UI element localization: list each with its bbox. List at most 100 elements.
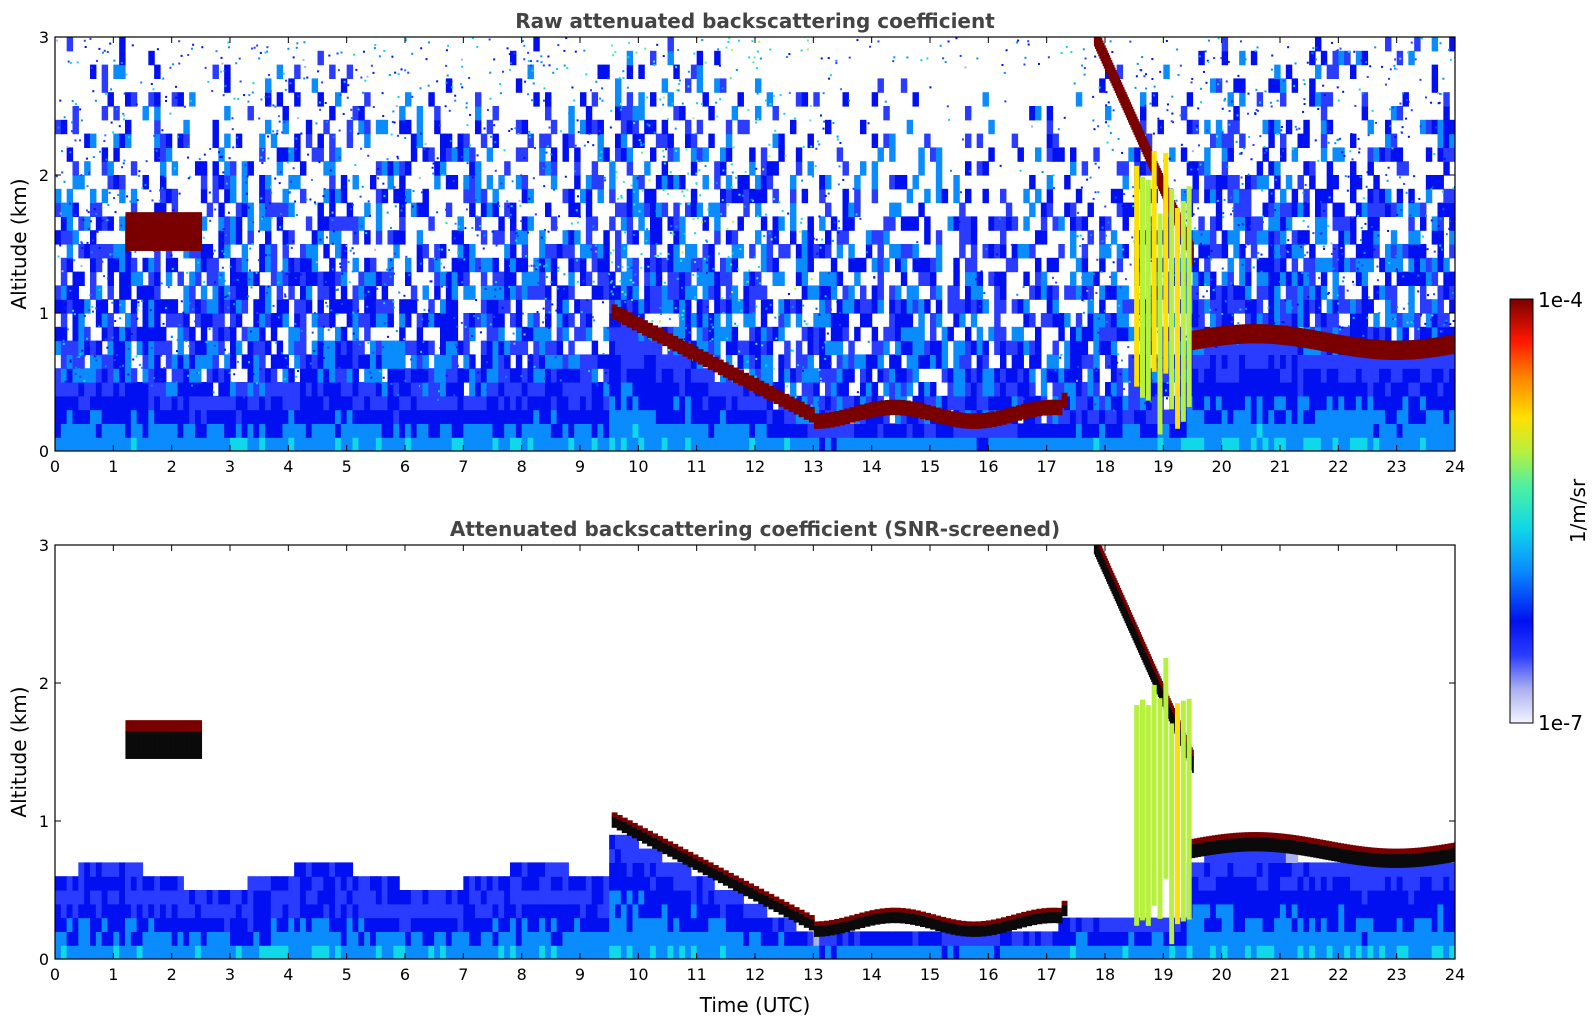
heat-cell — [515, 368, 523, 383]
heat-cell — [708, 340, 715, 355]
heat-cell — [387, 368, 394, 383]
heat-cell — [1373, 423, 1380, 438]
heat-cell — [206, 257, 214, 273]
heat-cell — [253, 299, 260, 314]
heat-cell — [125, 354, 132, 369]
heat-cell — [889, 423, 896, 438]
noise-speck — [376, 287, 379, 290]
heat-cell — [947, 326, 954, 342]
heat-cell — [539, 437, 546, 451]
heat-cell — [160, 340, 167, 355]
heat-cell — [755, 326, 762, 342]
heat-cell — [1344, 299, 1351, 314]
heat-cell — [568, 271, 575, 286]
heat-cell — [440, 340, 447, 355]
heat-cell — [725, 354, 733, 369]
noise-speck — [499, 287, 502, 290]
heat-cell — [1431, 37, 1439, 52]
noise-speck — [420, 191, 423, 194]
heat-cell — [434, 119, 441, 135]
heat-cell — [282, 354, 289, 369]
noise-speck — [1337, 311, 1340, 314]
heat-cell — [953, 395, 960, 411]
heat-cell — [95, 354, 103, 369]
heat-cell — [1099, 326, 1106, 342]
heat-cell — [1245, 313, 1252, 328]
heat-cell — [276, 423, 284, 438]
heat-cell — [1204, 423, 1211, 438]
heat-cell — [1029, 313, 1036, 328]
heat-cell — [1268, 423, 1275, 438]
heat-cell — [317, 147, 324, 162]
heat-cell — [66, 202, 74, 217]
heat-cell — [1309, 257, 1316, 273]
heat-cell — [300, 409, 307, 424]
heat-cell — [766, 244, 774, 259]
noise-speck — [666, 258, 669, 261]
heat-cell — [294, 299, 301, 314]
noise-speck — [682, 309, 685, 312]
heat-cell — [387, 409, 394, 424]
heat-cell — [539, 244, 546, 259]
heat-cell — [60, 437, 68, 451]
heat-cell — [352, 395, 359, 411]
heat-cell — [154, 64, 161, 79]
heat-cell — [906, 340, 914, 355]
heat-cell — [1122, 326, 1129, 342]
heat-cell — [90, 188, 97, 204]
noise-speck — [1214, 308, 1217, 311]
noise-speck — [1402, 307, 1405, 310]
noise-speck — [1144, 402, 1147, 405]
noise-speck — [730, 263, 733, 266]
heat-cell — [679, 354, 686, 369]
heat-cell — [340, 78, 348, 93]
heat-cell — [282, 271, 289, 286]
heat-cell — [445, 271, 453, 286]
heat-cell — [107, 161, 114, 176]
heat-cell — [399, 313, 406, 328]
heat-cell — [1443, 285, 1450, 300]
noise-speck — [676, 277, 679, 280]
heat-cell — [860, 382, 867, 397]
heat-cell — [1332, 368, 1339, 383]
heat-cell — [1070, 244, 1077, 259]
heat-cell — [212, 299, 219, 314]
noise-speck — [1107, 221, 1110, 224]
heat-cell — [1093, 326, 1100, 342]
heat-cell — [510, 257, 517, 273]
noise-speck — [1294, 62, 1297, 65]
heat-cell — [947, 423, 954, 438]
heat-cell — [1297, 437, 1304, 451]
heat-cell — [1075, 257, 1083, 273]
heat-cell — [165, 271, 173, 286]
heat-cell — [224, 395, 231, 411]
heat-cell — [84, 382, 91, 397]
noise-speck — [505, 375, 508, 378]
heat-cell — [405, 161, 412, 176]
heat-cell — [154, 299, 161, 314]
heat-cell — [912, 354, 919, 369]
noise-speck — [274, 177, 277, 180]
heat-cell — [1402, 423, 1409, 438]
heat-cell — [224, 175, 231, 190]
heat-cell — [492, 340, 499, 355]
heat-cell — [475, 216, 482, 231]
noise-speck — [113, 197, 116, 200]
heat-cell — [358, 409, 365, 424]
noise-speck — [1241, 263, 1244, 266]
heat-cell — [90, 423, 97, 438]
heat-cell — [1116, 423, 1124, 438]
heat-cell — [638, 92, 645, 107]
heat-cell — [615, 326, 622, 342]
noise-speck — [1261, 221, 1264, 224]
noise-speck — [463, 258, 466, 261]
noise-speck — [103, 321, 106, 324]
heat-cell — [970, 216, 978, 231]
heat-cell — [370, 423, 377, 438]
noise-speck — [74, 103, 77, 106]
heat-cell — [165, 188, 173, 204]
heat-cell — [510, 382, 517, 397]
heat-cell — [533, 37, 540, 52]
heat-cell — [1239, 188, 1246, 204]
heat-cell — [492, 423, 499, 438]
